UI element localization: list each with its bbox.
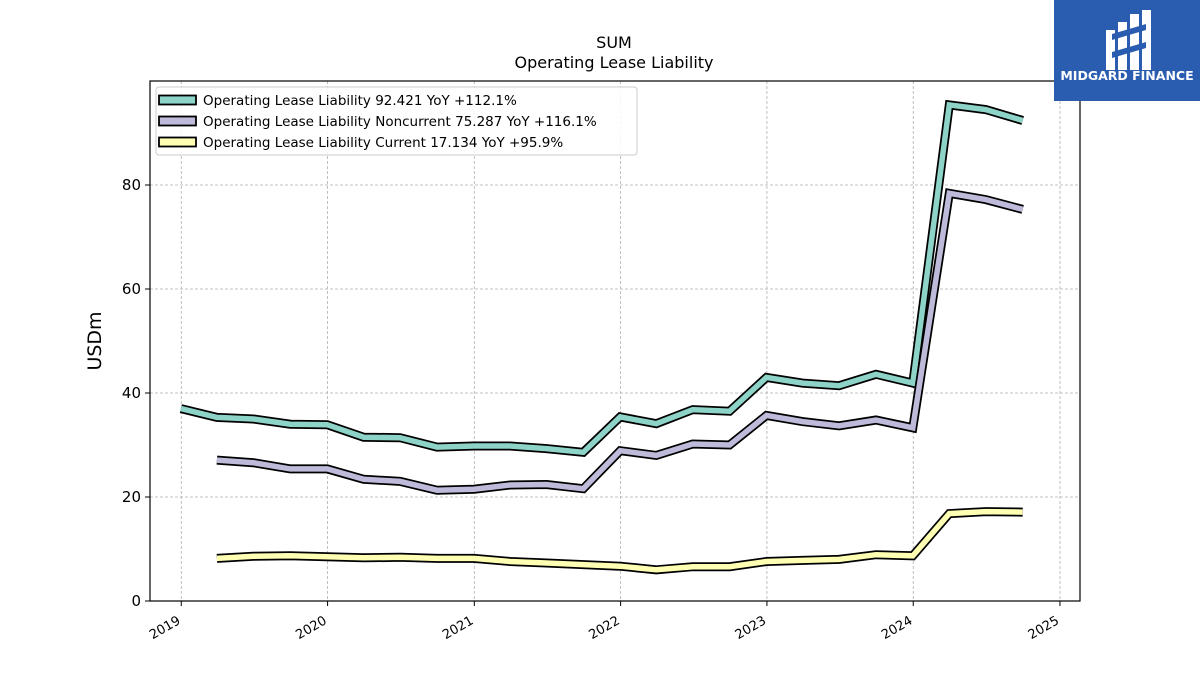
legend-label-2: Operating Lease Liability Current 17.134… <box>203 135 563 151</box>
midgard-m-logo-icon <box>1106 10 1151 70</box>
series-line-1 <box>216 190 1024 493</box>
grid-lines <box>150 81 1080 602</box>
x-tick-label: 2024 <box>879 613 915 643</box>
y-tick-label: 20 <box>122 488 141 506</box>
series-outline-2 <box>216 507 1023 575</box>
x-tick-label: 2023 <box>733 613 769 643</box>
x-tick-label: 2022 <box>586 613 622 643</box>
y-tick-label: 40 <box>122 384 141 402</box>
legend-swatch-1 <box>158 115 197 127</box>
y-axis-label: USDm <box>84 311 106 370</box>
series-outline-1 <box>216 188 1024 495</box>
series-line-0 <box>180 101 1024 456</box>
chart-subtitle: Operating Lease Liability <box>514 53 713 72</box>
x-tick-label: 2019 <box>147 613 183 643</box>
brand-logo: MIDGARD FINANCE <box>1054 0 1200 101</box>
legend-label-0: Operating Lease Liability 92.421 YoY +11… <box>203 93 517 109</box>
chart-title-group: SUM Operating Lease Liability <box>514 33 713 72</box>
plot-frame <box>149 80 1081 602</box>
chart-title: SUM <box>596 33 632 52</box>
legend-swatch-2 <box>158 136 197 148</box>
y-tick-label: 60 <box>122 280 141 298</box>
legend-box <box>155 86 638 156</box>
brand-name: MIDGARD FINANCE <box>1060 68 1194 83</box>
x-tick-label: 2025 <box>1026 613 1062 643</box>
series-line-2 <box>216 508 1023 573</box>
x-tick-label: 2021 <box>440 613 476 643</box>
y-axis-ticks: 0 20 40 60 80 <box>122 176 150 610</box>
x-axis-ticks: 2019 2020 2021 2022 2023 2024 2025 <box>147 601 1062 643</box>
series-outline-0 <box>179 99 1024 457</box>
legend-label-1: Operating Lease Liability Noncurrent 75.… <box>203 114 597 130</box>
legend: Operating Lease Liability 92.421 YoY +11… <box>155 86 638 156</box>
x-tick-label: 2020 <box>293 613 329 643</box>
legend-swatch-0 <box>158 94 197 106</box>
y-tick-label: 0 <box>131 592 141 610</box>
series-lines <box>179 99 1024 575</box>
y-tick-label: 80 <box>122 176 141 194</box>
